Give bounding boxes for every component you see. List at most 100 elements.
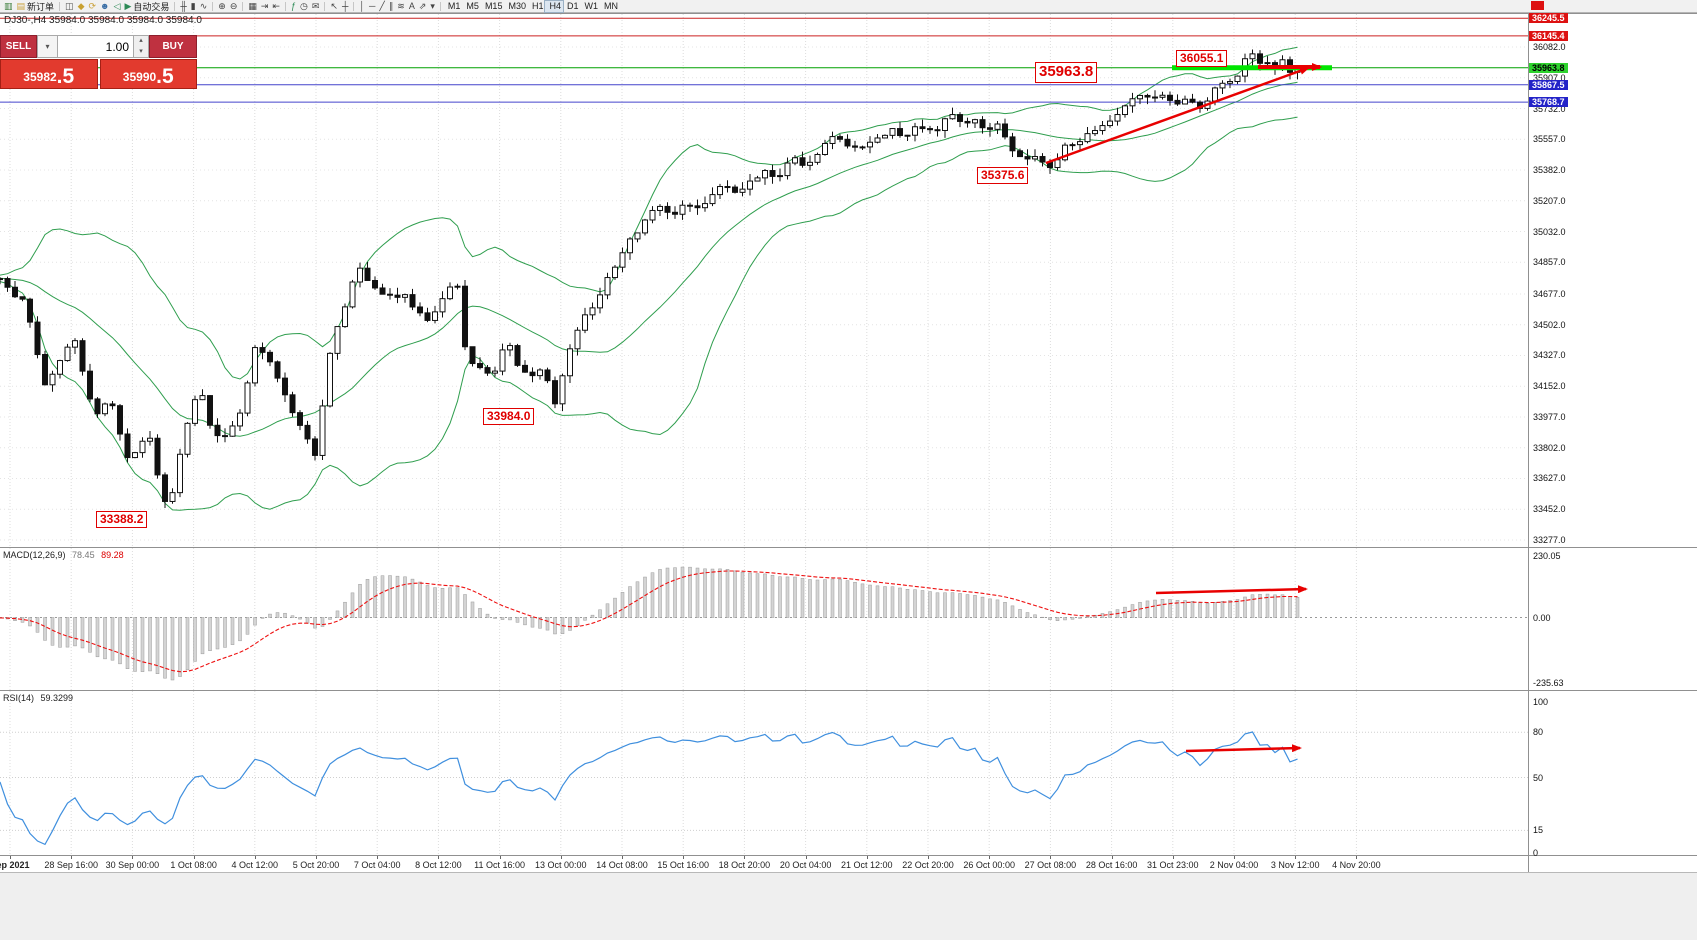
tile-windows-icon[interactable]: ▦ [246, 1, 259, 12]
rsi-scale-label: 50 [1533, 772, 1544, 783]
time-tick [71, 856, 73, 859]
time-axis-label: Sep 2021 [0, 860, 30, 870]
time-axis[interactable]: Sep 2021 28 Sep 16:00 30 Sep 00:00 1 Oct 08… [0, 856, 1528, 872]
rsi-canvas[interactable] [0, 691, 1528, 855]
time-tick [1172, 856, 1174, 859]
chart-window-icon[interactable]: ▥ [2, 1, 15, 12]
price-callout[interactable]: 33984.0 [483, 408, 535, 425]
panel-border [0, 690, 1697, 691]
tf-d1-button[interactable]: D1 [563, 1, 581, 12]
channel-icon[interactable]: ∥ [387, 1, 396, 12]
time-axis-label: 5 Oct 20:00 [292, 860, 340, 870]
macd-signal-line [0, 570, 1298, 673]
time-tick [989, 856, 991, 859]
toolbar-separator [439, 1, 441, 11]
one-click-trading-panel: SELL ▾ ▴ ▾ BUY 35982 .5 35990 .5 [0, 35, 197, 89]
candlestick-chart-icon[interactable]: ▮ [189, 1, 198, 12]
macd-main-value: 78.45 [72, 550, 95, 560]
rsi-panel[interactable] [0, 691, 1528, 860]
tf-mn-button-label: MN [604, 1, 619, 11]
cursor-icon[interactable]: ↖ [328, 1, 340, 12]
main-chart-panel[interactable] [0, 14, 1528, 552]
sell-button[interactable]: SELL [0, 35, 37, 58]
ask-main: 35990 [122, 70, 157, 84]
time-axis-label: 28 Sep 16:00 [44, 860, 98, 870]
tf-m30-button[interactable]: M30 [504, 1, 528, 12]
shapes-dropdown-icon[interactable]: ▾ [428, 1, 437, 12]
tf-w1-button-label: W1 [584, 1, 599, 11]
macd-panel[interactable] [0, 548, 1528, 695]
bid-price[interactable]: 35982 .5 [0, 59, 98, 89]
stepper-up-icon[interactable]: ▴ [134, 36, 148, 47]
tf-m5-button[interactable]: M5 [462, 1, 481, 12]
time-axis-label: 20 Oct 04:00 [779, 860, 832, 870]
notify-icon[interactable]: ◁ [112, 1, 123, 12]
tf-mn-button[interactable]: MN [600, 1, 620, 12]
account-icon[interactable]: ☻ [98, 1, 111, 12]
refresh-icon-glyph: ⟳ [88, 1, 97, 11]
price-callout[interactable]: 35375.6 [977, 167, 1029, 184]
autotrading-glyph: ▶ [124, 1, 132, 11]
tf-m1-button[interactable]: M1 [444, 1, 463, 12]
refresh-icon[interactable]: ⟳ [86, 1, 98, 12]
zoom-in-icon[interactable]: ⊕ [216, 1, 228, 12]
arrows-icon[interactable]: ⇗ [417, 1, 429, 12]
time-axis-label: 4 Nov 20:00 [1332, 860, 1381, 870]
time-tick [499, 856, 501, 859]
favorites-icon[interactable]: ◆ [76, 1, 87, 12]
bar-chart-icon[interactable]: ╫ [178, 1, 188, 12]
shapes-dropdown-icon-glyph: ▾ [430, 1, 435, 11]
candles [0, 49, 1301, 508]
tf-h4-button[interactable]: H4 [544, 0, 564, 13]
template-icon[interactable]: ✉ [310, 1, 322, 12]
price-callout[interactable]: 35963.8 [1035, 62, 1098, 83]
rsi-name: RSI(14) [3, 693, 35, 703]
price-callout[interactable]: 36055.1 [1176, 50, 1228, 67]
price-scale-label: 35382.0 [1533, 165, 1566, 176]
rsi-scale-label: 100 [1533, 697, 1549, 707]
crosshair-icon[interactable]: ┼ [340, 1, 350, 12]
market-watch-icon[interactable]: ◫ [63, 1, 76, 12]
time-tick [1234, 856, 1235, 859]
tf-m5-button-label: M5 [466, 1, 479, 11]
auto-scroll-icon-glyph: ⇥ [260, 1, 269, 11]
time-axis-label: 18 Oct 20:00 [718, 860, 771, 870]
price-scale[interactable]: 36082.0 35907.0 35732.0 35557.0 35382.0 35207… [1528, 0, 1697, 940]
bar-chart-icon-glyph: ╫ [180, 1, 187, 11]
buy-button[interactable]: BUY [149, 35, 197, 58]
volume-input[interactable] [58, 35, 134, 58]
price-scale-label: 35207.0 [1533, 195, 1566, 206]
bid-frac: .5 [56, 65, 75, 88]
window-bottom-area [0, 873, 1697, 940]
chart-shift-icon[interactable]: ⇤ [270, 1, 282, 12]
new-order-button[interactable]: ▤ 新订单 [15, 1, 57, 12]
autotrading-button[interactable]: ▶ 自动交易 [122, 1, 171, 12]
tf-m15-button[interactable]: M15 [481, 1, 505, 12]
ask-price[interactable]: 35990 .5 [99, 59, 197, 89]
time-axis-label: 14 Oct 08:00 [596, 860, 648, 870]
trendline-icon[interactable]: ╱ [377, 1, 386, 12]
fibonacci-icon-glyph: ≋ [397, 1, 405, 11]
hline-icon[interactable]: ─ [367, 1, 377, 12]
text-icon[interactable]: A [407, 1, 417, 12]
fibonacci-icon[interactable]: ≋ [395, 1, 407, 12]
tf-w1-button[interactable]: W1 [581, 1, 601, 12]
macd-canvas[interactable] [0, 548, 1528, 690]
price-callout[interactable]: 33388.2 [96, 511, 148, 528]
time-tick [1111, 856, 1113, 859]
main-chart-canvas[interactable] [0, 14, 1528, 547]
level-lines[interactable] [0, 17, 1528, 103]
vline-icon[interactable]: │ [357, 1, 367, 12]
macd-scale-label: -235.63 [1533, 678, 1564, 688]
arrows-icon-glyph: ⇗ [418, 1, 427, 11]
line-chart-icon[interactable]: ∿ [198, 1, 210, 12]
toolbar-separator [174, 1, 176, 11]
indicators-icon[interactable]: ƒ [289, 1, 298, 12]
auto-scroll-icon[interactable]: ⇥ [259, 1, 271, 12]
order-type-dropdown[interactable]: ▾ [37, 35, 58, 58]
tf-h1-button[interactable]: H1 [528, 1, 546, 12]
volume-stepper[interactable]: ▴ ▾ [134, 35, 149, 58]
zoom-out-icon[interactable]: ⊖ [228, 1, 240, 12]
stepper-down-icon[interactable]: ▾ [134, 46, 148, 57]
period-icon[interactable]: ◷ [298, 1, 310, 12]
